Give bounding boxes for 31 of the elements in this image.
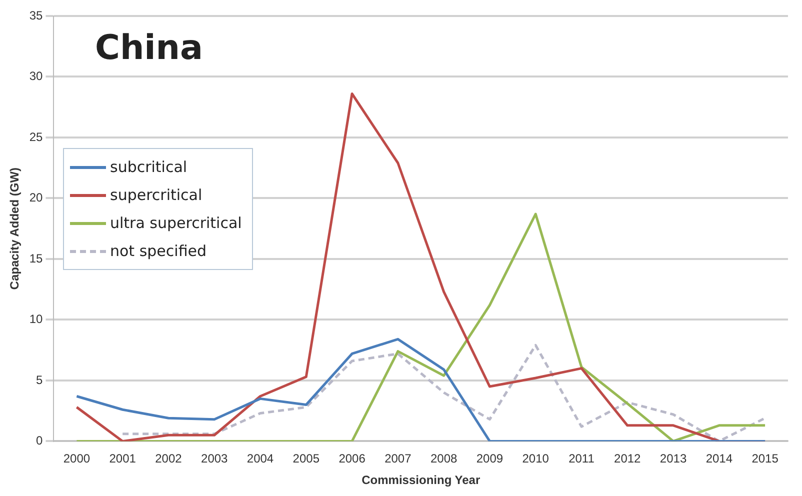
x-tick-label: 2006: [338, 452, 366, 466]
x-tick-label: 2011: [568, 452, 595, 466]
x-tick-label: 2013: [660, 452, 687, 466]
legend-label: subcritical: [110, 158, 188, 176]
y-tick-label: 5: [36, 372, 44, 387]
x-tick-label: 2001: [109, 452, 136, 466]
y-tick-label: 30: [29, 69, 44, 84]
x-tick-label: 2005: [292, 452, 320, 466]
legend-label: supercritical: [110, 186, 202, 204]
x-tick-label: 2007: [384, 452, 412, 466]
y-tick-label: 35: [29, 8, 44, 22]
x-tick-label: 2009: [476, 452, 504, 466]
y-axis-title: Capacity Added (GW): [8, 167, 22, 290]
x-tick-label: 2000: [63, 452, 90, 466]
x-tick-label: 2004: [246, 452, 274, 466]
y-tick-label: 15: [29, 251, 44, 266]
x-tick-label: 2014: [706, 452, 733, 466]
x-tick-label: 2010: [522, 452, 550, 466]
x-tick-label: 2002: [155, 452, 182, 466]
y-tick-label: 10: [29, 312, 44, 326]
legend-label: not specified: [110, 242, 207, 260]
x-tick-label: 2015: [752, 452, 779, 466]
x-tick-label: 2003: [201, 452, 228, 466]
x-tick-label: 2008: [430, 452, 458, 466]
x-axis-title: Commissioning Year: [362, 473, 480, 488]
legend-label: ultra supercritical: [110, 214, 242, 232]
y-tick-label: 20: [29, 190, 44, 205]
chart-title: China: [95, 28, 203, 68]
y-tick-label: 0: [36, 434, 44, 448]
x-tick-label: 2012: [614, 452, 642, 466]
y-tick-label: 25: [29, 130, 44, 144]
